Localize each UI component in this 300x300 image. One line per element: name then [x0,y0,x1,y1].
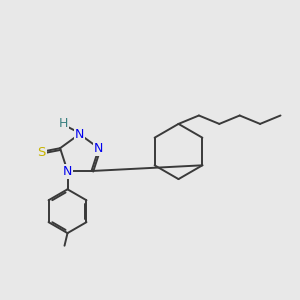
Text: H: H [58,117,68,130]
Text: S: S [37,146,46,159]
Text: N: N [63,164,72,178]
Text: N: N [75,128,84,141]
Text: N: N [94,142,104,155]
